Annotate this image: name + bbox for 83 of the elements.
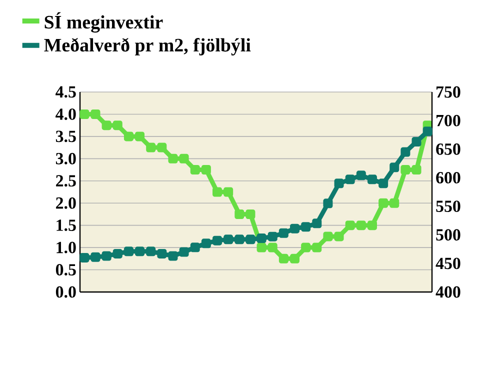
point <box>112 120 122 130</box>
point <box>323 198 333 208</box>
point <box>80 252 90 262</box>
point <box>256 234 266 244</box>
point <box>246 234 256 244</box>
point <box>412 136 422 146</box>
point <box>400 165 410 175</box>
y2-tick-label: 650 <box>436 143 460 155</box>
point <box>179 154 189 164</box>
y2-tick-label: 700 <box>436 114 460 126</box>
point <box>345 174 355 184</box>
point <box>290 224 300 234</box>
point <box>301 222 311 232</box>
point <box>212 187 222 197</box>
point <box>190 165 200 175</box>
point <box>102 251 112 261</box>
point <box>224 187 234 197</box>
legend-label: SÍ meginvextir <box>44 12 163 33</box>
point <box>124 246 134 256</box>
point <box>201 238 211 248</box>
point <box>168 154 178 164</box>
y-tick-label: 3.0 <box>56 152 76 164</box>
y2-tick-label: 600 <box>436 172 460 184</box>
point <box>356 170 366 180</box>
point <box>234 234 244 244</box>
point <box>146 142 156 152</box>
point <box>390 198 400 208</box>
y-tick-label: 0.0 <box>56 286 76 298</box>
y-tick-label: 1.5 <box>56 220 76 232</box>
point <box>190 242 200 252</box>
point <box>323 232 333 242</box>
point <box>212 236 222 246</box>
point <box>179 247 189 257</box>
point <box>378 198 388 208</box>
point <box>290 254 300 264</box>
y2-tick-label: 550 <box>436 200 460 212</box>
point <box>378 178 388 188</box>
legend-label: Meðalverð pr m2, fjölbýli <box>44 38 251 56</box>
y-tick-label: 0.5 <box>56 264 76 276</box>
y2-tick-label: 750 <box>436 86 460 98</box>
point <box>112 248 122 258</box>
y2-tick-label: 500 <box>436 229 460 241</box>
point <box>334 178 344 188</box>
point <box>256 242 266 252</box>
point <box>224 234 234 244</box>
y2-tick-label: 450 <box>436 258 460 270</box>
point <box>157 248 167 258</box>
y2-tick-label: 400 <box>436 286 460 298</box>
point <box>90 252 100 262</box>
y-tick-label: 3.5 <box>56 130 76 142</box>
y-tick-label: 1.0 <box>56 242 76 254</box>
point <box>301 242 311 252</box>
point <box>135 132 145 142</box>
point <box>422 126 432 136</box>
point <box>367 220 377 230</box>
point <box>201 165 211 175</box>
point <box>390 162 400 172</box>
point <box>234 209 244 219</box>
point <box>412 165 422 175</box>
point <box>168 251 178 261</box>
point <box>312 218 322 228</box>
point <box>278 228 288 238</box>
point <box>268 232 278 242</box>
point <box>246 209 256 219</box>
point <box>345 220 355 230</box>
y-tick-label: 2.0 <box>56 197 76 209</box>
point <box>356 220 366 230</box>
point <box>157 142 167 152</box>
point <box>135 246 145 256</box>
y-tick-label: 4.5 <box>56 86 76 98</box>
point <box>278 254 288 264</box>
point <box>367 174 377 184</box>
point <box>334 232 344 242</box>
y-tick-label: 2.5 <box>56 175 76 187</box>
point <box>102 120 112 130</box>
point <box>80 109 90 119</box>
point <box>124 132 134 142</box>
point <box>146 246 156 256</box>
point <box>90 109 100 119</box>
point <box>312 242 322 252</box>
point <box>400 147 410 157</box>
point <box>268 242 278 252</box>
y-tick-label: 4.0 <box>56 108 76 120</box>
